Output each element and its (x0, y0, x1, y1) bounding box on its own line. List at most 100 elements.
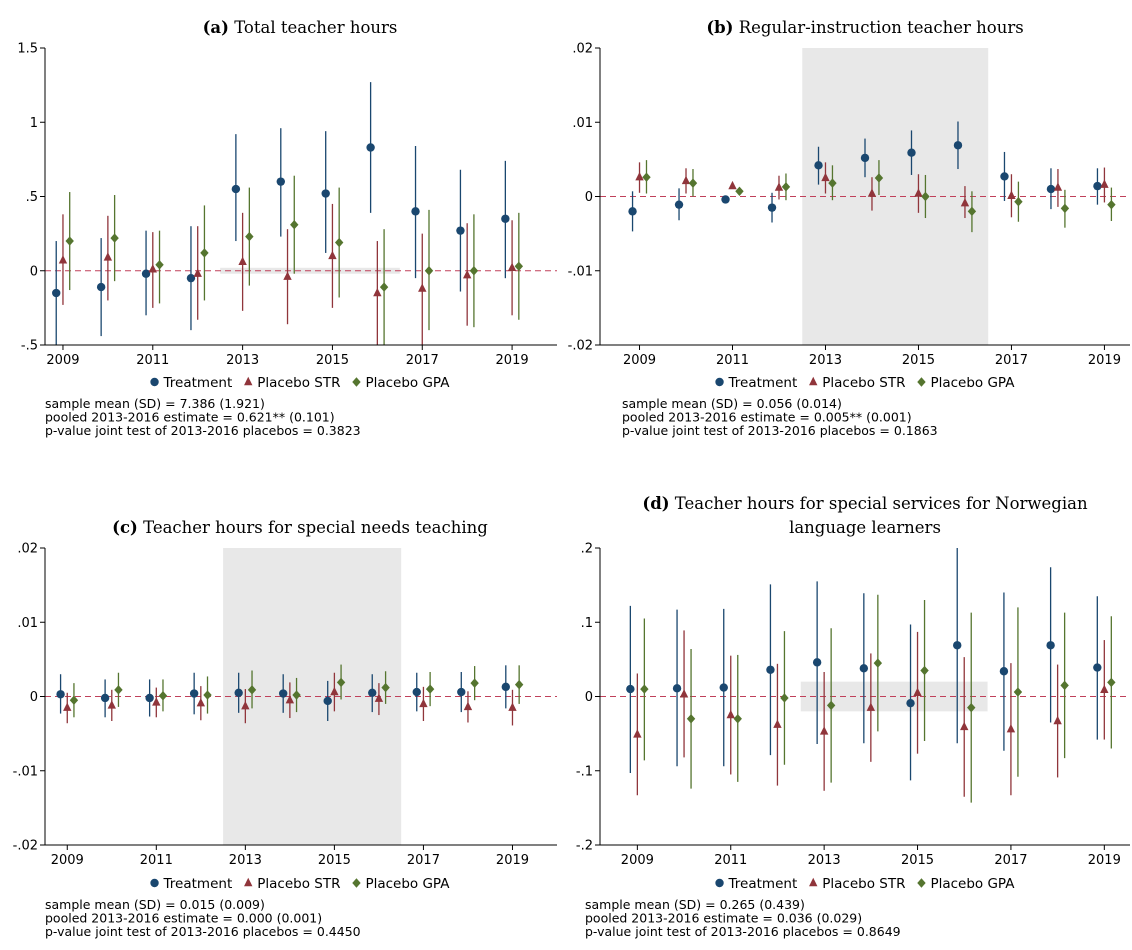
point (501, 682, 510, 692)
note: sample mean (SD) = 0.265 (0.439) (585, 897, 805, 912)
legend-label: Treatment (163, 375, 233, 391)
point (767, 203, 777, 212)
series (640, 594, 1116, 803)
point (412, 687, 421, 697)
point (809, 376, 818, 386)
point (56, 690, 65, 699)
y-tick-label: 1.5 (17, 42, 38, 57)
legend-label: Placebo GPA (365, 876, 450, 892)
x-tick-label: 2017 (407, 853, 440, 868)
point (866, 702, 876, 711)
legend-label: Placebo GPA (930, 876, 1015, 892)
point (150, 377, 159, 387)
point (1100, 684, 1109, 694)
point (780, 693, 789, 703)
x-tick-label: 2019 (1088, 853, 1121, 868)
point (1013, 687, 1023, 697)
point (774, 182, 784, 191)
y-tick-label: .02 (572, 42, 593, 57)
legend-label: Placebo GPA (365, 375, 450, 391)
point (917, 377, 926, 387)
point (145, 693, 154, 703)
legend: Treatment Placebo STR Placebo GPA (150, 876, 450, 892)
note: p-value joint test of 2013-2016 placebos… (585, 924, 901, 939)
point (953, 641, 962, 650)
series (52, 82, 510, 345)
y-tick-label: 0 (585, 690, 593, 705)
y-tick-label: 0 (30, 264, 38, 279)
point (469, 266, 479, 276)
point (193, 268, 202, 277)
legend: Treatment Placebo STR Placebo GPA (715, 375, 1015, 391)
point (635, 171, 644, 181)
series (65, 175, 524, 345)
point (726, 709, 735, 719)
y-tick-label: -.1 (576, 764, 593, 779)
legend-label: Placebo STR (822, 876, 905, 892)
legend-item: Placebo STR (244, 876, 340, 892)
point (52, 288, 61, 298)
point (735, 186, 744, 197)
x-tick-label: 2015 (902, 353, 935, 368)
legend-item: Placebo STR (244, 375, 340, 391)
panel: -.5 0 .5 1 1.5 2009 2011 2013 2015 2017 2019 Treatm… (17, 42, 557, 438)
y-tick-label: -.02 (13, 839, 38, 854)
point (628, 207, 637, 216)
x-tick-label: 2009 (623, 353, 656, 368)
legend-item: Placebo GPA (917, 876, 1015, 892)
point (234, 688, 243, 697)
note: pooled 2013-2016 estimate = 0.621** (0.1… (45, 410, 335, 425)
point (336, 677, 346, 688)
point (1093, 181, 1102, 191)
point (715, 878, 724, 888)
series (642, 160, 1116, 233)
point (514, 261, 524, 271)
point (766, 665, 775, 674)
x-tick-label: 2009 (51, 853, 84, 868)
legend-item: Placebo GPA (352, 876, 450, 892)
point (721, 195, 730, 204)
point (463, 701, 473, 711)
point (65, 236, 74, 246)
point (860, 153, 870, 163)
legend-item: Placebo GPA (917, 375, 1015, 391)
legend-item: Treatment (150, 375, 232, 391)
series (626, 548, 1102, 781)
point (1093, 663, 1102, 672)
point (873, 658, 883, 668)
panel-title-text: Total teacher hours (234, 18, 398, 37)
x-tick-label: 2015 (316, 353, 349, 368)
point (290, 220, 299, 230)
panel-title-text: Regular-instruction teacher hours (738, 18, 1024, 37)
point (462, 270, 472, 279)
panel-title-text: Teacher hours for special needs teaching (143, 518, 488, 537)
legend-label: Placebo STR (257, 876, 340, 892)
point (152, 697, 161, 706)
point (1014, 196, 1023, 207)
point (158, 691, 168, 701)
x-tick-label: 2017 (406, 353, 439, 368)
point (913, 687, 922, 696)
point (323, 696, 332, 706)
legend-item: Treatment (150, 876, 232, 892)
x-tick-label: 2019 (1088, 353, 1121, 368)
point (368, 688, 377, 697)
plot-area (600, 548, 1130, 803)
panel-label: (b) (706, 18, 734, 37)
point (110, 233, 119, 243)
panel-title: (c) Teacher hours for special needs teac… (65, 516, 535, 540)
point (352, 878, 361, 888)
point (114, 685, 123, 695)
note: pooled 2013-2016 estimate = 0.005** (0.0… (622, 410, 912, 425)
point (283, 271, 292, 280)
point (373, 287, 382, 297)
legend-item: Placebo GPA (352, 375, 450, 391)
series (63, 672, 517, 726)
panel: -.2 -.1 0 .1 .2 2009 2011 2013 2015 2017 2019 Treat… (576, 542, 1130, 939)
series (628, 121, 1102, 232)
legend-item: Placebo STR (809, 375, 905, 391)
point (686, 714, 696, 724)
y-tick-label: 0 (30, 690, 38, 705)
note: pooled 2013-2016 estimate = 0.000 (0.001… (45, 911, 322, 926)
